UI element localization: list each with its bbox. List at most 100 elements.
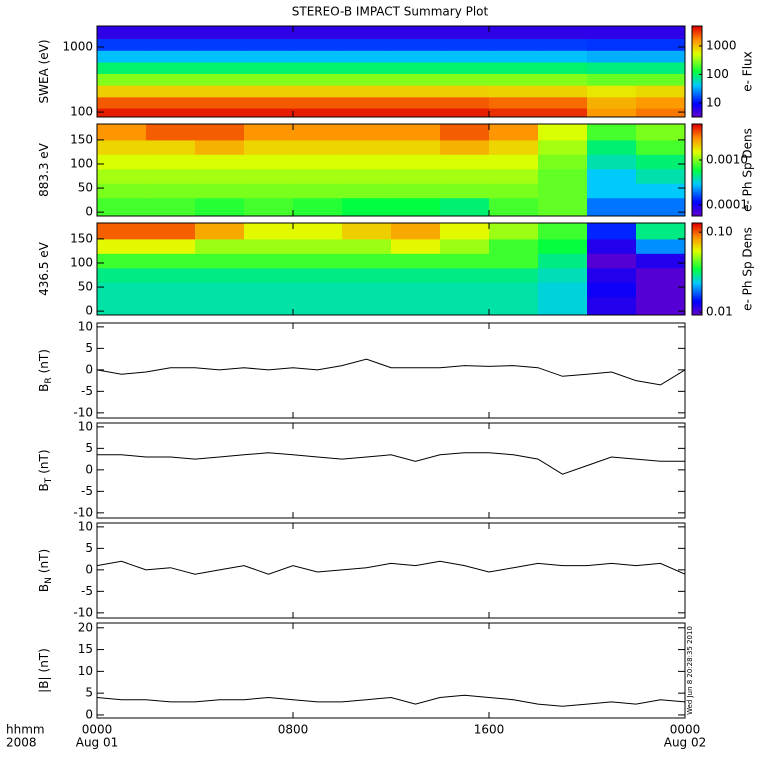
x-tick-label: 0000 (670, 723, 701, 737)
colorbar-segment (692, 281, 702, 284)
plot-title: STEREO-B IMPACT Summary Plot (292, 5, 489, 19)
colorbar-segment (692, 212, 702, 215)
heatmap-cell (146, 139, 196, 155)
y-tick-label: 10 (78, 519, 93, 533)
heatmap-cell (97, 238, 147, 254)
heatmap-cell (244, 50, 294, 63)
heatmap-cell (391, 38, 441, 51)
heatmap-cell (538, 139, 588, 155)
colorbar-segment (692, 112, 702, 115)
heatmap-cell (342, 154, 392, 170)
heatmap-cell (440, 96, 490, 109)
heatmap-cell (636, 296, 685, 315)
colorbar-segment (692, 150, 702, 153)
panel-frame (96, 322, 686, 419)
heatmap-cell (391, 26, 441, 40)
heatmap-cell (342, 282, 392, 298)
heatmap-cell (195, 168, 245, 184)
colorbar-segment (692, 284, 702, 287)
heatmap-cell (440, 124, 490, 141)
plot-area (97, 694, 685, 707)
y-label-unit: (nT) (37, 449, 51, 473)
y-axis-label: SWEA (eV) (37, 39, 51, 103)
colorbar-segment (692, 269, 702, 272)
colorbar-segment (692, 35, 702, 38)
heatmap-cell (636, 183, 685, 199)
colorbar-segment (692, 235, 702, 238)
heatmap-cell (391, 282, 441, 298)
y-tick-label: 0 (85, 707, 93, 721)
heatmap-cell (146, 183, 196, 199)
y-tick-label: 5 (85, 686, 93, 700)
heatmap-cell (391, 168, 441, 184)
heatmap-cell (636, 282, 685, 298)
heatmap-cell (97, 85, 147, 98)
heatmap-cell (440, 223, 490, 240)
heatmap-cell (636, 38, 685, 51)
heatmap-cell (342, 296, 392, 315)
colorbar-segment (692, 226, 702, 229)
colorbar-segment (692, 194, 702, 197)
colorbar-segment (692, 124, 702, 127)
heatmap-cell (293, 168, 343, 184)
heatmap-cell (244, 139, 294, 155)
colorbar-segment (692, 127, 702, 130)
heatmap-cell (440, 168, 490, 184)
colorbar-segment (692, 292, 702, 295)
y-axis-label: |B| (nT) (37, 648, 51, 693)
heatmap-cell (636, 223, 685, 240)
panel-frame (96, 422, 686, 519)
colorbar-segment (692, 88, 702, 91)
heatmap-cell (636, 61, 685, 74)
heatmap-cell (244, 85, 294, 98)
colorbar-segment (692, 162, 702, 165)
colorbar-segment (692, 211, 702, 214)
colorbar-segment (692, 238, 702, 241)
colorbar-segment (692, 51, 702, 54)
colorbar-segment (692, 177, 702, 180)
colorbar-segment (692, 249, 702, 252)
heatmap-cell (244, 183, 294, 199)
heatmap-cell (146, 26, 196, 40)
heatmap-cell (97, 154, 147, 170)
colorbar-segment (692, 247, 702, 250)
colorbar-segment (692, 267, 702, 270)
y-tick-label: 100 (70, 156, 93, 170)
y-label-main: B (37, 384, 51, 392)
heatmap-cell (440, 183, 490, 199)
heatmap-cell (636, 154, 685, 170)
heatmap-cell (440, 296, 490, 315)
colorbar-label: e- Ph Sp Dens (741, 128, 755, 212)
heatmap-cell (244, 26, 294, 40)
heatmap-cell (195, 253, 245, 269)
colorbar-segment (692, 261, 702, 264)
heatmap-cell (440, 73, 490, 86)
y-label-main: B (37, 483, 51, 491)
heatmap-cell (293, 282, 343, 298)
heatmap-cell (97, 108, 147, 117)
heatmap-cell (195, 183, 245, 199)
heatmap-cell (636, 108, 685, 117)
plot-area (97, 358, 685, 386)
panel-frame (96, 522, 686, 619)
heatmap-cell (587, 154, 637, 170)
heatmap-cell (440, 197, 490, 216)
heatmap-cell (538, 296, 588, 315)
heatmap-cell (440, 38, 490, 51)
heatmap-cell (195, 223, 245, 240)
colorbar-segment (692, 236, 702, 239)
colorbar-segment (692, 259, 702, 262)
colorbar-segment (692, 65, 702, 68)
colorbar-segment (692, 50, 702, 53)
heatmap-cell (636, 139, 685, 155)
colorbar-segment (692, 293, 702, 296)
heatmap-cell (195, 139, 245, 155)
heatmap-cell (97, 253, 147, 269)
x-axis-caption: hhmm (6, 723, 45, 737)
heatmap-cell (489, 61, 539, 74)
heatmap-cell (244, 73, 294, 86)
colorbar-segment (692, 45, 702, 48)
colorbar-segment (692, 113, 702, 116)
heatmap-cell (97, 124, 147, 141)
